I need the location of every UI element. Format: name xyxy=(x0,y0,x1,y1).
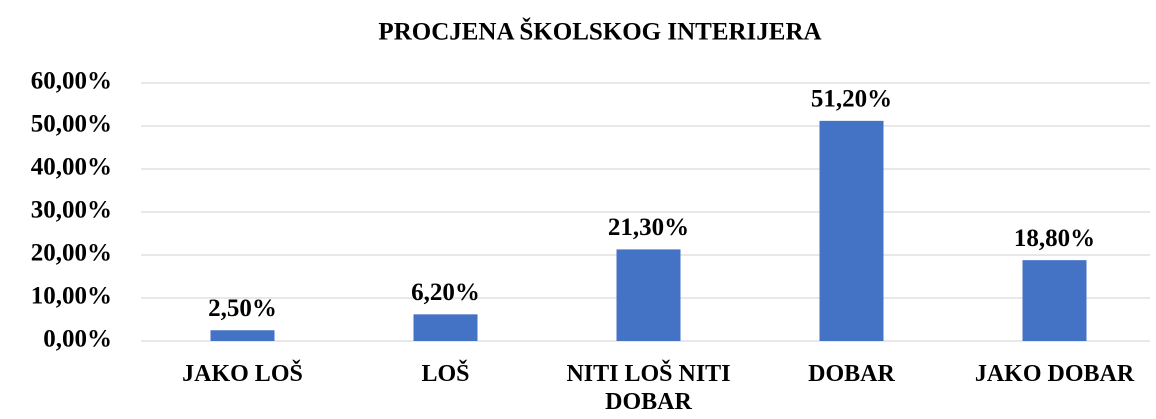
bar xyxy=(819,120,884,341)
y-tick-label: 60,00% xyxy=(31,68,112,95)
data-label: 2,50% xyxy=(208,295,277,322)
x-tick-label: NITI LOŠ NITI DOBAR xyxy=(566,361,731,415)
y-tick-label: 20,00% xyxy=(31,240,112,267)
y-tick-label: 50,00% xyxy=(31,111,112,138)
x-tick-label: DOBAR xyxy=(808,361,895,387)
data-label: 51,20% xyxy=(811,86,892,113)
x-tick-label: LOŠ xyxy=(421,361,470,387)
y-tick-label: 30,00% xyxy=(31,197,112,224)
data-label: 21,30% xyxy=(608,214,689,241)
data-label: 6,20% xyxy=(411,279,480,306)
x-tick-label: JAKO DOBAR xyxy=(974,361,1135,387)
y-tick-label: 10,00% xyxy=(31,283,112,310)
bar xyxy=(413,314,478,341)
bar xyxy=(616,249,681,341)
y-tick-label: 40,00% xyxy=(31,154,112,181)
x-tick-label: JAKO LOŠ xyxy=(182,361,303,387)
data-label: 18,80% xyxy=(1014,225,1095,252)
chart-title: PROCJENA ŠKOLSKOG INTERIJERA xyxy=(378,18,821,46)
bar xyxy=(1022,260,1087,341)
y-tick-label: 0,00% xyxy=(43,326,112,353)
bar xyxy=(210,330,275,341)
